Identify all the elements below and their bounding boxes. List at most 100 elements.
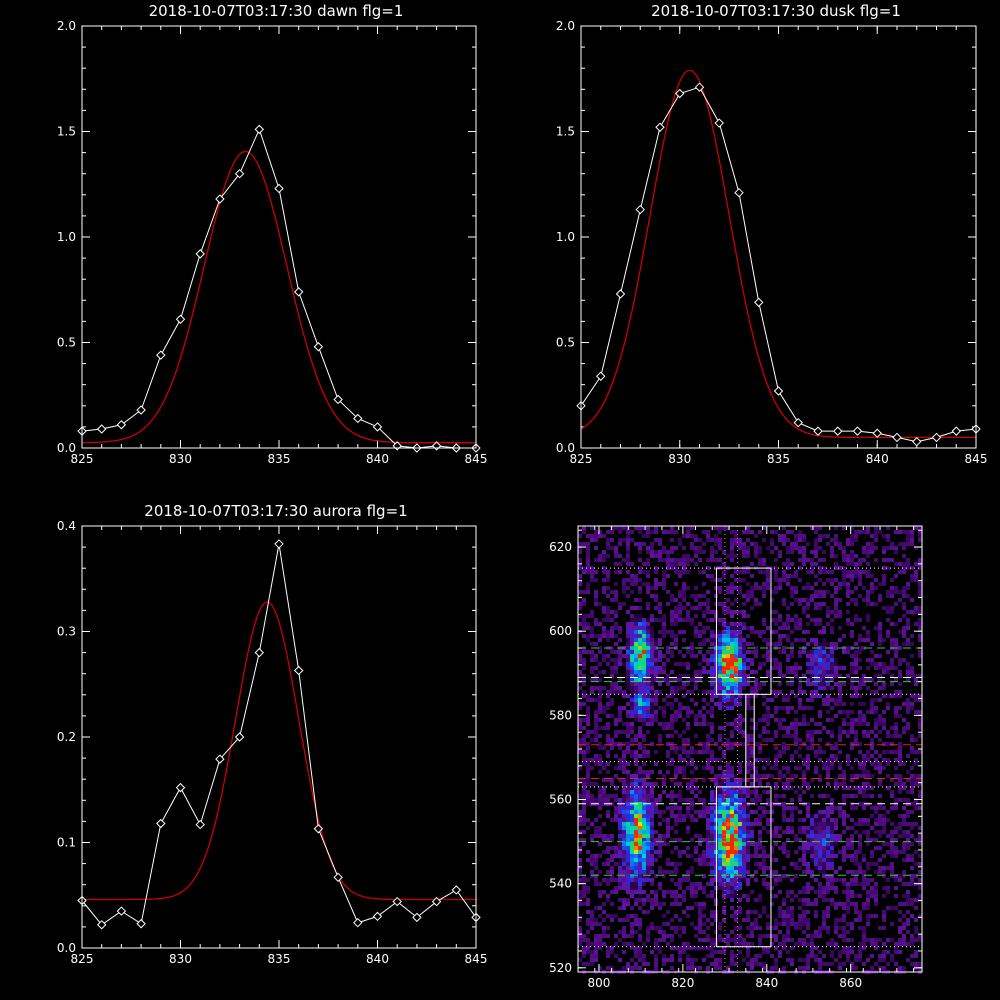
heatmap-cell — [654, 806, 658, 810]
heatmap-cell — [694, 894, 698, 898]
heatmap-cell — [738, 850, 742, 854]
heatmap-cell — [598, 842, 602, 846]
heatmap-cell — [874, 846, 878, 850]
heatmap-cell — [782, 742, 786, 746]
heatmap-cell — [690, 690, 694, 694]
heatmap-cell — [754, 810, 758, 814]
heatmap-cell — [650, 898, 654, 902]
heatmap-cell — [822, 826, 826, 830]
heatmap-cell — [626, 882, 630, 886]
heatmap-cell — [850, 622, 854, 626]
x-tick-label: 840 — [366, 952, 389, 966]
heatmap-cell — [834, 646, 838, 650]
heatmap-cell — [874, 706, 878, 710]
heatmap-cell — [578, 930, 582, 934]
heatmap-cell — [634, 650, 638, 654]
heatmap-cell — [862, 722, 866, 726]
heatmap-cell — [670, 594, 674, 598]
heatmap-cell — [722, 938, 726, 942]
heatmap-cell — [842, 722, 846, 726]
heatmap-cell — [634, 642, 638, 646]
heatmap-cell — [734, 810, 738, 814]
heatmap-cell — [646, 530, 650, 534]
heatmap-cell — [578, 818, 582, 822]
heatmap-cell — [754, 670, 758, 674]
heatmap-cell — [594, 942, 598, 946]
heatmap-cell — [718, 846, 722, 850]
heatmap-cell — [678, 882, 682, 886]
heatmap-cell — [790, 586, 794, 590]
heatmap-cell — [594, 642, 598, 646]
heatmap-cell — [646, 806, 650, 810]
heatmap-cell — [610, 610, 614, 614]
heatmap-cell — [842, 526, 846, 530]
heatmap-cell — [774, 938, 778, 942]
heatmap-cell — [770, 630, 774, 634]
heatmap-cell — [614, 662, 618, 666]
heatmap-cell — [682, 554, 686, 558]
heatmap-cell — [862, 878, 866, 882]
heatmap-cell — [618, 838, 622, 842]
heatmap-cell — [850, 670, 854, 674]
heatmap-cell — [778, 726, 782, 730]
heatmap-cell — [618, 882, 622, 886]
heatmap-cell — [762, 570, 766, 574]
heatmap-cell — [842, 554, 846, 558]
heatmap-cell — [818, 570, 822, 574]
heatmap-cell — [850, 846, 854, 850]
heatmap-cell — [586, 790, 590, 794]
heatmap-cell — [834, 854, 838, 858]
heatmap-cell — [810, 562, 814, 566]
heatmap-cell — [814, 818, 818, 822]
heatmap-cell — [586, 638, 590, 642]
heatmap-cell — [734, 962, 738, 966]
heatmap-cell — [702, 690, 706, 694]
heatmap-cell — [598, 794, 602, 798]
heatmap-cell — [670, 642, 674, 646]
heatmap-cell — [674, 558, 678, 562]
heatmap-cell — [590, 642, 594, 646]
heatmap-cell — [578, 850, 582, 854]
heatmap-cell — [706, 566, 710, 570]
heatmap-cell — [826, 742, 830, 746]
heatmap-cell — [642, 942, 646, 946]
heatmap-cell — [822, 894, 826, 898]
heatmap-cell — [642, 562, 646, 566]
heatmap-cell — [798, 966, 802, 970]
heatmap-cell — [734, 630, 738, 634]
heatmap-cell — [642, 654, 646, 658]
heatmap-cell — [722, 674, 726, 678]
heatmap-cell — [634, 750, 638, 754]
heatmap-cell — [626, 670, 630, 674]
heatmap-cell — [718, 818, 722, 822]
heatmap-cell — [662, 714, 666, 718]
heatmap-cell — [654, 890, 658, 894]
heatmap-cell — [654, 718, 658, 722]
heatmap-cell — [710, 710, 714, 714]
heatmap-cell — [834, 698, 838, 702]
heatmap-cell — [682, 718, 686, 722]
heatmap-cell — [886, 650, 890, 654]
heatmap-cell — [874, 558, 878, 562]
heatmap-cell — [822, 550, 826, 554]
heatmap-cell — [666, 682, 670, 686]
heatmap-cell — [738, 950, 742, 954]
heatmap-cell — [650, 686, 654, 690]
heatmap-cell — [658, 838, 662, 842]
heatmap-cell — [742, 794, 746, 798]
heatmap-cell — [830, 758, 834, 762]
heatmap-cell — [734, 722, 738, 726]
heatmap-cell — [718, 642, 722, 646]
heatmap-cell — [770, 774, 774, 778]
heatmap-cell — [650, 902, 654, 906]
heatmap-cell — [750, 790, 754, 794]
heatmap-cell — [634, 874, 638, 878]
heatmap-cell — [774, 658, 778, 662]
heatmap-cell — [610, 950, 614, 954]
heatmap-cell — [642, 786, 646, 790]
heatmap-cell — [726, 866, 730, 870]
heatmap-cell — [878, 762, 882, 766]
heatmap-cell — [798, 798, 802, 802]
heatmap-cell — [710, 638, 714, 642]
heatmap-cell — [650, 722, 654, 726]
